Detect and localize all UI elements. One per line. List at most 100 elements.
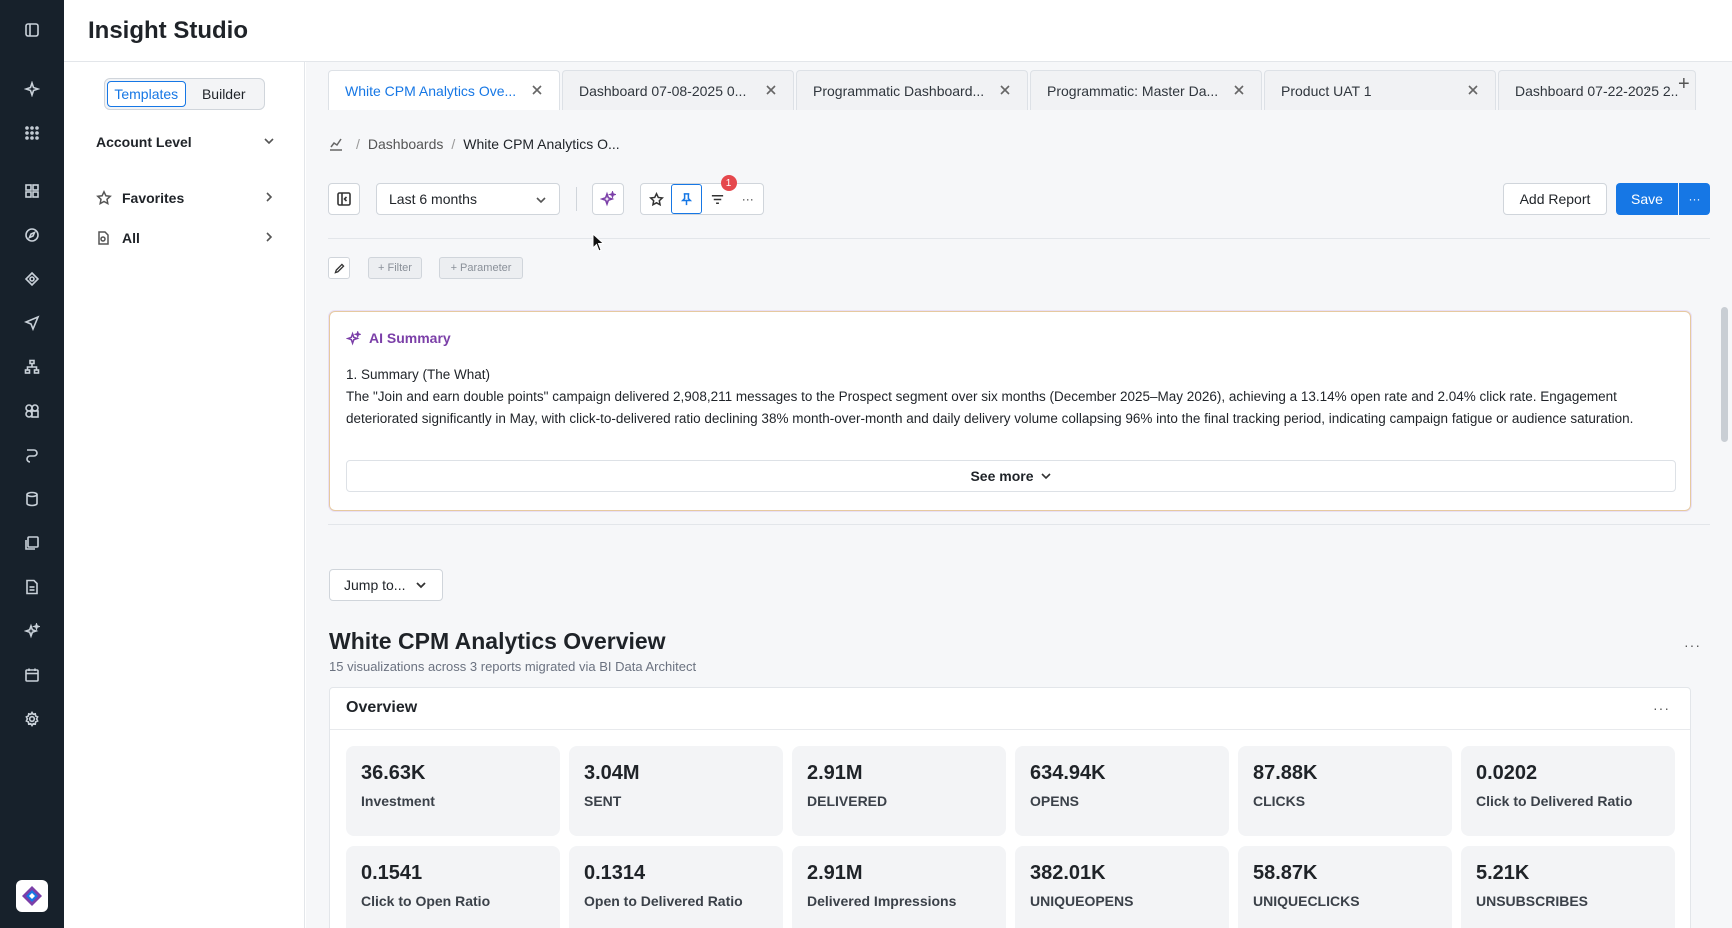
- tab-label: White CPM Analytics Ove...: [345, 82, 517, 99]
- pin-button[interactable]: [671, 184, 703, 214]
- ai-summary-title: AI Summary: [369, 330, 451, 346]
- kpi-card-click-to-open[interactable]: 0.1541 Click to Open Ratio: [346, 846, 560, 928]
- ai-summary-card: AI Summary 1. Summary (The What) The "Jo…: [329, 311, 1691, 511]
- kpi-label: Delivered Impressions: [807, 893, 957, 909]
- ai-summary-text: 1. Summary (The What) The "Join and earn…: [346, 364, 1676, 430]
- see-more-button[interactable]: See more: [346, 460, 1676, 492]
- kpi-label: Click to Delivered Ratio: [1476, 793, 1633, 809]
- jump-to-label: Jump to...: [344, 577, 406, 593]
- database-icon[interactable]: [20, 487, 44, 511]
- close-icon[interactable]: [999, 84, 1011, 96]
- overview-header: Overview ···: [330, 688, 1690, 730]
- kpi-card-sent[interactable]: 3.04M SENT: [569, 746, 783, 836]
- see-more-label: See more: [970, 468, 1034, 484]
- dashboard-more-button[interactable]: ···: [1684, 637, 1701, 653]
- dashboard-tabs: White CPM Analytics Ove... Dashboard 07-…: [328, 70, 1698, 110]
- kpi-label: UNIQUECLICKS: [1253, 893, 1360, 909]
- add-tab-button[interactable]: +: [1678, 73, 1690, 95]
- sparkle-icon[interactable]: [20, 77, 44, 101]
- close-icon[interactable]: [1467, 84, 1479, 96]
- date-range-value: Last 6 months: [389, 191, 477, 207]
- document-icon[interactable]: [20, 575, 44, 599]
- templates-tab[interactable]: Templates: [107, 81, 186, 107]
- sparkle-icon: [600, 191, 616, 207]
- kpi-card-unsubscribes[interactable]: 5.21K UNSUBSCRIBES: [1461, 846, 1675, 928]
- collapse-panel-button[interactable]: [328, 183, 360, 215]
- kpi-card-clicks[interactable]: 87.88K CLICKS: [1238, 746, 1452, 836]
- kpi-value: 382.01K: [1030, 862, 1106, 884]
- kpi-card-opens[interactable]: 634.94K OPENS: [1015, 746, 1229, 836]
- save-options-button[interactable]: ···: [1679, 183, 1710, 215]
- kpi-value: 634.94K: [1030, 762, 1106, 784]
- main-content: White CPM Analytics Ove... Dashboard 07-…: [306, 62, 1732, 928]
- jump-to-dropdown[interactable]: Jump to...: [329, 569, 443, 601]
- kpi-card-delivered-impressions[interactable]: 2.91M Delivered Impressions: [792, 846, 1006, 928]
- tab-programmatic-dashboard[interactable]: Programmatic Dashboard...: [796, 70, 1028, 110]
- ai-summary-header: AI Summary: [346, 330, 451, 346]
- kpi-label: Open to Delivered Ratio: [584, 893, 743, 909]
- kpi-value: 2.91M: [807, 862, 863, 884]
- ai-icon[interactable]: [20, 619, 44, 643]
- filter-count-badge: 1: [720, 175, 737, 191]
- add-report-button[interactable]: Add Report: [1503, 183, 1607, 215]
- add-filter-button[interactable]: + Filter: [368, 257, 422, 279]
- tab-dashboard-07-08[interactable]: Dashboard 07-08-2025 0...: [562, 70, 794, 110]
- tab-label: Programmatic: Master Da...: [1047, 82, 1219, 99]
- target-icon[interactable]: [20, 267, 44, 291]
- close-icon[interactable]: [1233, 84, 1245, 96]
- analytics-icon[interactable]: [328, 136, 344, 152]
- filter-button[interactable]: 1: [702, 175, 737, 214]
- scrollbar-thumb[interactable]: [1721, 307, 1728, 442]
- kpi-value: 2.91M: [807, 762, 863, 784]
- dashboard-actions-group: 1 ···: [640, 175, 764, 215]
- calendar-icon[interactable]: [20, 663, 44, 687]
- apps-grid-icon[interactable]: [20, 121, 44, 145]
- favorite-button[interactable]: [641, 184, 671, 214]
- kpi-card-investment[interactable]: 36.63K Investment: [346, 746, 560, 836]
- tab-programmatic-master[interactable]: Programmatic: Master Da...: [1030, 70, 1262, 110]
- tab-overflow-button[interactable]: ···: [1634, 80, 1651, 96]
- tab-label: Dashboard 07-22-2025 2...: [1515, 82, 1679, 99]
- ai-assist-button[interactable]: [592, 183, 624, 215]
- tab-product-uat[interactable]: Product UAT 1: [1264, 70, 1496, 110]
- chevron-down-icon: [416, 582, 427, 589]
- segments-icon[interactable]: [20, 399, 44, 423]
- app-header: Insight Studio: [64, 0, 1732, 62]
- tab-label: Product UAT 1: [1281, 82, 1372, 99]
- overview-more-button[interactable]: ···: [1653, 700, 1670, 716]
- breadcrumb-dashboards[interactable]: Dashboards: [367, 136, 444, 152]
- sidebar-item-all[interactable]: All: [96, 226, 276, 250]
- assets-icon[interactable]: [20, 531, 44, 555]
- edit-filters-button[interactable]: [328, 257, 350, 279]
- kpi-card-uniqueopens[interactable]: 382.01K UNIQUEOPENS: [1015, 846, 1229, 928]
- kpi-card-delivered[interactable]: 2.91M DELIVERED: [792, 746, 1006, 836]
- chevron-down-icon: [1040, 473, 1051, 480]
- save-button[interactable]: Save: [1616, 183, 1678, 215]
- star-icon: [648, 191, 664, 206]
- account-level-dropdown[interactable]: Account Level: [96, 130, 276, 154]
- kpi-card-click-to-delivered[interactable]: 0.0202 Click to Delivered Ratio: [1461, 746, 1675, 836]
- settings-icon[interactable]: [20, 707, 44, 731]
- close-icon[interactable]: [765, 84, 777, 96]
- tab-dashboard-07-22[interactable]: Dashboard 07-22-2025 2...: [1498, 70, 1696, 110]
- sidebar-toggle-icon: [337, 192, 351, 206]
- builder-tab[interactable]: Builder: [201, 86, 246, 102]
- kpi-label: Investment: [361, 793, 435, 809]
- hierarchy-icon[interactable]: [20, 355, 44, 379]
- kpi-card-open-to-delivered[interactable]: 0.1314 Open to Delivered Ratio: [569, 846, 783, 928]
- add-parameter-button[interactable]: + Parameter: [439, 257, 523, 279]
- journey-icon[interactable]: [20, 443, 44, 467]
- panel-toggle-icon[interactable]: [20, 18, 44, 42]
- send-icon[interactable]: [20, 311, 44, 335]
- more-actions-button[interactable]: ···: [733, 184, 763, 214]
- sidebar-item-favorites[interactable]: Favorites: [96, 186, 276, 210]
- icon-rail: [0, 0, 64, 928]
- compass-icon[interactable]: [20, 223, 44, 247]
- dashboard-icon[interactable]: [20, 179, 44, 203]
- close-icon[interactable]: [531, 84, 543, 96]
- tab-white-cpm[interactable]: White CPM Analytics Ove...: [328, 70, 560, 110]
- chevron-right-icon: [266, 192, 273, 202]
- kpi-value: 3.04M: [584, 762, 640, 784]
- date-range-select[interactable]: Last 6 months: [376, 183, 560, 215]
- kpi-card-uniqueclicks[interactable]: 58.87K UNIQUECLICKS: [1238, 846, 1452, 928]
